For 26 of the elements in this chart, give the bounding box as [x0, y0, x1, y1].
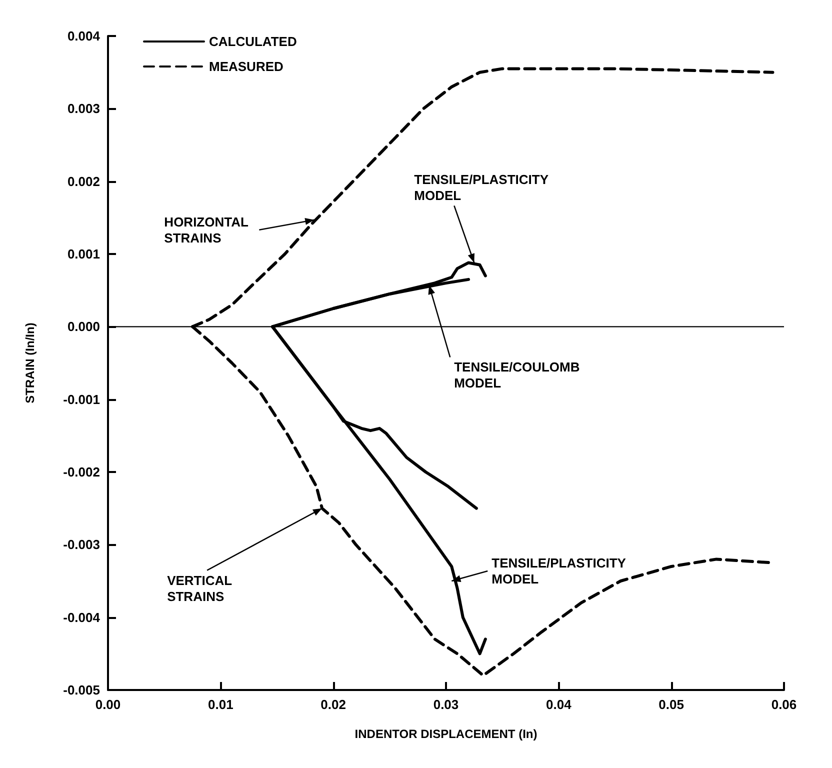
y-tick-label: -0.002	[63, 464, 100, 480]
x-tick-label: 0.06	[771, 697, 797, 712]
x-tick-label: 0.00	[95, 697, 121, 712]
y-tick-label: -0.003	[63, 537, 100, 552]
x-tick-label: 0.04	[546, 697, 572, 712]
y-tick-label: -0.001	[63, 392, 100, 407]
x-axis-title: INDENTOR DISPLACEMENT (In)	[354, 727, 538, 741]
annotation: TENSILE/PLASTICITY MODEL	[492, 556, 626, 586]
y-tick-label: 0.004	[67, 28, 101, 44]
annotation: TENSILE/PLASTICITY MODEL	[414, 172, 549, 204]
x-tick-label: 0.02	[320, 697, 346, 712]
x-tick-label: 0.03	[433, 697, 459, 712]
y-tick-label: 0.000	[67, 319, 100, 334]
y-tick-label: 0.003	[67, 101, 100, 116]
y-tick-label: 0.001	[67, 246, 100, 262]
y-tick-label: -0.004	[63, 610, 101, 625]
y-tick-label: -0.005	[63, 682, 100, 698]
legend-label: CALCULATED	[209, 34, 297, 49]
legend-label: MEASURED	[209, 59, 284, 74]
annotation: VERTICAL STRAINS	[167, 572, 232, 604]
x-tick-label: 0.05	[658, 697, 684, 712]
x-tick-label: 0.01	[208, 697, 234, 712]
y-axis-title: STRAIN (In/In)	[23, 322, 37, 404]
annotation: HORIZONTAL STRAINS	[164, 214, 248, 246]
annotation: TENSILE/COULOMB MODEL	[454, 360, 580, 391]
y-tick-label: 0.002	[67, 174, 100, 189]
